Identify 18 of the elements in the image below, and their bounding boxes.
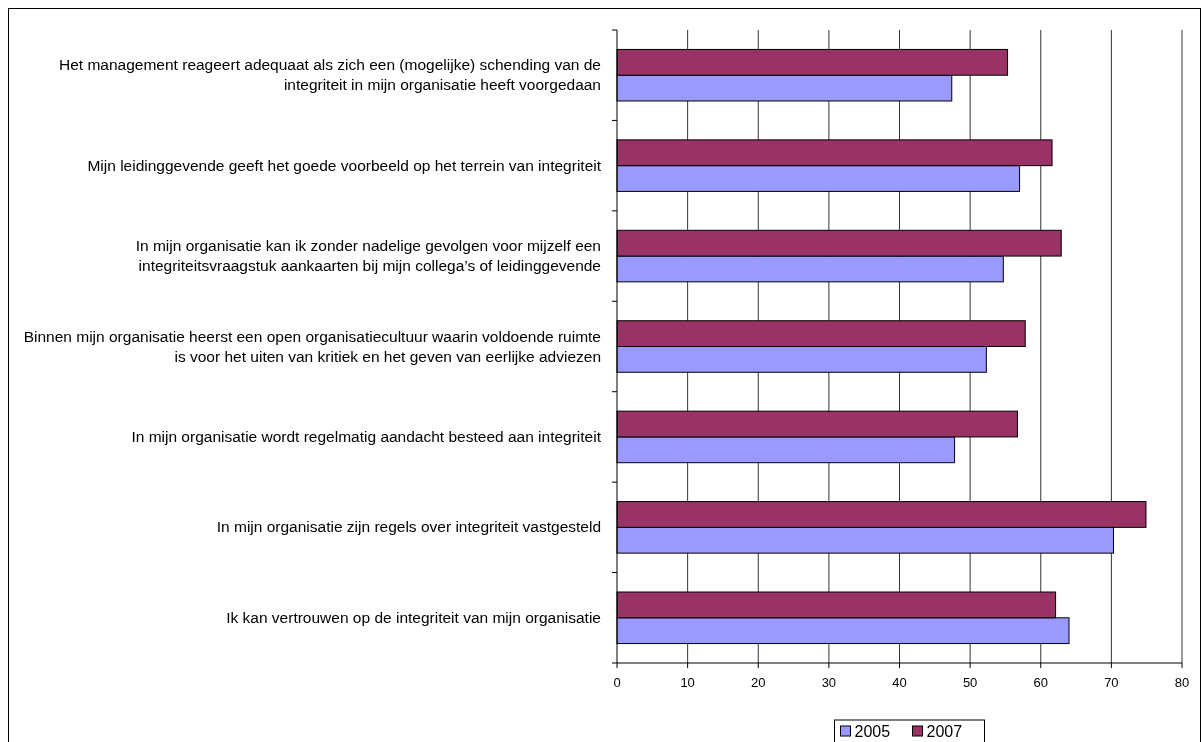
x-tick-label: 40 <box>892 675 907 690</box>
y-tick-label: In mijn organisatie kan ik zonder nadelige gevolgen voor mijzelf een integriteitsvraagstuk aankaarten bij mijn collega’s of leidinggevende <box>135 237 601 275</box>
x-tick-label: 30 <box>821 675 837 690</box>
x-tick-label: 10 <box>680 675 695 690</box>
x-tick-label: 60 <box>1033 675 1048 690</box>
x-tick-label: 70 <box>1104 675 1119 690</box>
x-tick-label: 20 <box>751 675 766 690</box>
y-tick-label: Binnen mijn organisatie heerst een open organisatiecultuur waarin voldoende ruimte is voor het uiten van kritiek en het geven van eerlijke adviezen <box>23 327 601 365</box>
y-tick-label: Mijn leidinggevende geeft het goede voorbeeld op het terrein van integriteit <box>87 156 602 174</box>
x-tick-label: 0 <box>613 675 621 690</box>
legend-label: 2007 <box>926 723 963 740</box>
legend-label: 2005 <box>854 723 891 740</box>
x-tick-label: 50 <box>962 675 978 690</box>
y-tick-label: In mijn organisatie zijn regels over integriteit vastgesteld <box>216 518 601 536</box>
y-tick-label: Ik kan vertrouwen op de integriteit van mijn organisatie <box>226 608 601 626</box>
y-tick-label: Het management reageert adequaat als zich een (mogelijke) schending van de integriteit in mijn organisatie heeft voorgedaan <box>59 56 601 94</box>
x-tick-label: 80 <box>1174 675 1190 690</box>
y-tick-label: In mijn organisatie wordt regelmatig aandacht besteed aan integriteit <box>131 427 602 445</box>
